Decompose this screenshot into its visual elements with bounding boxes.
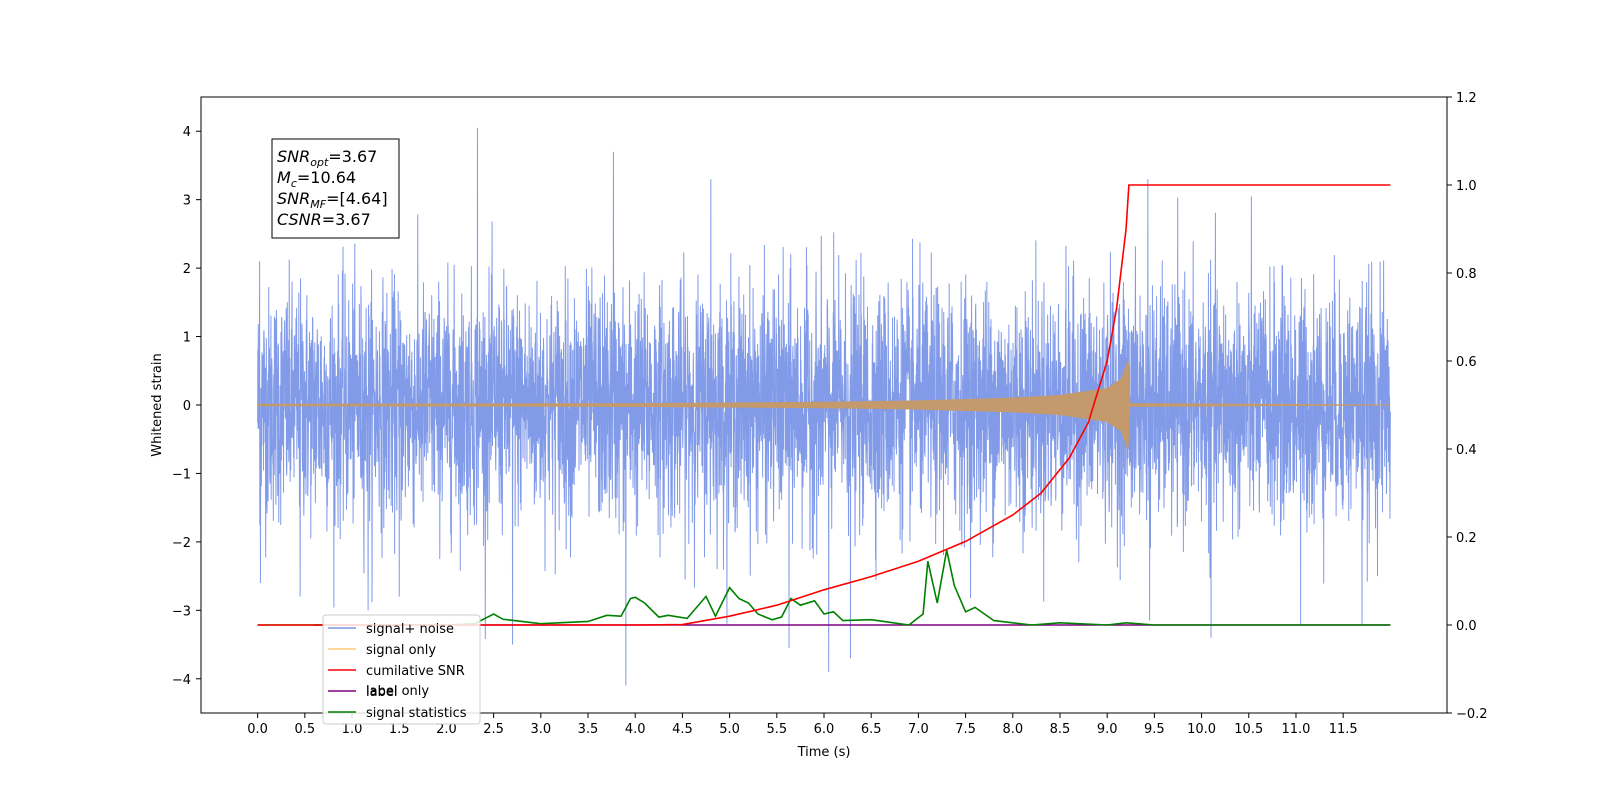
- x-tick-label: 0.5: [294, 722, 315, 737]
- x-tick-label: 4.5: [672, 722, 693, 737]
- annotation-frame: [271, 138, 400, 239]
- x-tick-label: 1.5: [389, 722, 410, 737]
- x-axis-label: Time (s): [797, 745, 851, 760]
- x-tick-label: 3.5: [578, 722, 599, 737]
- y-left-tick-label: 4: [183, 125, 191, 140]
- series-signal-noise-line: [257, 127, 1391, 686]
- x-tick-label: 9.5: [1144, 722, 1165, 737]
- x-tick-label: 5.5: [766, 722, 787, 737]
- y-right-tick-label: 0.8: [1456, 267, 1477, 282]
- x-tick-label: 7.0: [908, 722, 929, 737]
- y-right-tick-label: 0.2: [1456, 531, 1477, 546]
- x-tick-label: 10.5: [1234, 722, 1263, 737]
- y-left-tick-label: 3: [183, 194, 191, 209]
- x-tick-label: 8.0: [1002, 722, 1023, 737]
- legend-frame: [322, 614, 481, 725]
- x-tick-label: 11.0: [1281, 722, 1310, 737]
- y-left-tick-label: −3: [172, 604, 191, 619]
- y-right-tick-label: 1.0: [1456, 179, 1477, 194]
- x-tick-label: 4.0: [625, 722, 646, 737]
- legend-entry-label: label: [366, 685, 397, 700]
- y-left-tick-label: 1: [183, 331, 191, 346]
- plot-area: [257, 127, 1391, 686]
- legend-entry-label: signal only: [366, 643, 436, 658]
- series-signal-statistics-line: [257, 550, 1391, 626]
- annotation-line: SNRopt=3.67: [277, 147, 377, 169]
- x-tick-label: 10.0: [1187, 722, 1216, 737]
- legend-hidden-label: label only: [366, 684, 429, 699]
- x-tick-label: 2.0: [436, 722, 457, 737]
- y-axis-label: Whitened strain: [150, 353, 165, 456]
- y-left-tick-label: −4: [172, 673, 191, 688]
- annotation-line: Mc=10.64: [277, 168, 356, 190]
- axes: 0.0 0.5 1.0 1.5 2.0 2.5 3.0 3.5 4.0 4.5 5.0 5.5 6.0 6…: [172, 91, 1488, 737]
- x-tick-label: 7.5: [955, 722, 976, 737]
- x-tick-label: 2.5: [483, 722, 504, 737]
- annotation-line: CSNR=3.67: [277, 210, 371, 229]
- legend: label only signal+ noise signal only cumila…: [322, 614, 481, 725]
- y-left-tick-label: −1: [172, 467, 191, 482]
- y-right-tick-label: 0.4: [1456, 443, 1477, 458]
- annotation-line: SNRMF=[4.64]: [277, 189, 388, 211]
- y-right-tick-label: 1.2: [1456, 91, 1477, 106]
- y-right-tick-label: 0.6: [1456, 355, 1477, 370]
- legend-entry-label: signal+ noise: [366, 622, 454, 637]
- y-left-tick-label: 0: [183, 399, 191, 414]
- x-tick-label: 3.0: [530, 722, 551, 737]
- x-tick-label: 6.0: [814, 722, 835, 737]
- legend-entry-label: cumilative SNR: [366, 664, 465, 679]
- x-tick-label: 0.0: [247, 722, 268, 737]
- x-tick-label: 6.5: [861, 722, 882, 737]
- series-signal-only-band: [257, 360, 1391, 450]
- y-right-tick-label: −0.2: [1456, 707, 1488, 722]
- x-tick-label: 1.0: [342, 722, 363, 737]
- x-tick-label: 8.5: [1050, 722, 1071, 737]
- legend-entry-label: signal statistics: [366, 706, 467, 721]
- y-right-tick-label: 0.0: [1456, 619, 1477, 634]
- y-left-tick-label: 2: [183, 262, 191, 277]
- x-tick-label: 9.0: [1097, 722, 1118, 737]
- x-tick-label: 5.0: [719, 722, 740, 737]
- y-left-tick-label: −2: [172, 536, 191, 551]
- series-cumulative-snr-line: [257, 184, 1391, 626]
- x-tick-label: 11.5: [1329, 722, 1358, 737]
